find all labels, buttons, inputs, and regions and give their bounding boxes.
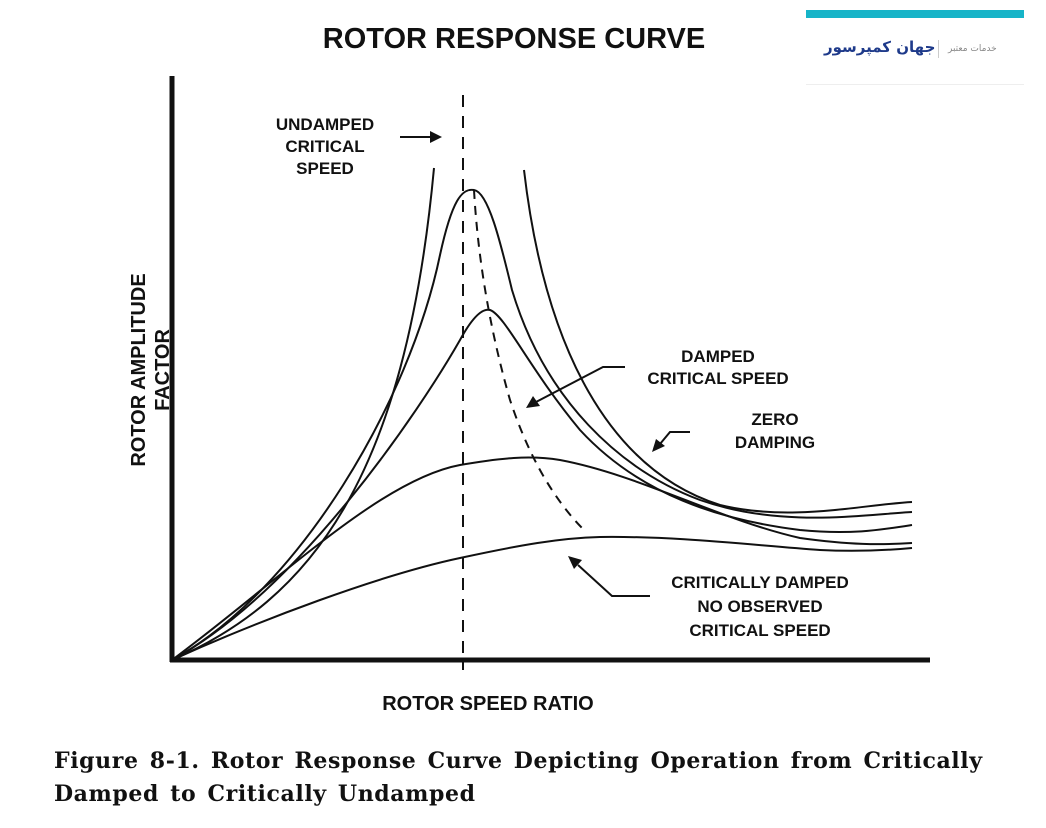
figure-title: ROTOR RESPONSE CURVE xyxy=(323,23,705,55)
zero-label-line2: DAMPING xyxy=(735,433,815,452)
brand-watermark: جهان کمپرسور خدمات معتبر xyxy=(806,10,1024,85)
damped-arrow-line xyxy=(535,366,625,403)
undamped-label-line3: SPEED xyxy=(296,159,354,178)
crit-label-line1: CRITICALLY DAMPED xyxy=(671,573,849,592)
y-axis-title-line2: FACTOR xyxy=(152,329,174,411)
brand-divider xyxy=(938,40,939,58)
figure-caption: Figure 8-1. Rotor Response Curve Depicti… xyxy=(54,745,984,811)
damped-arrow-head xyxy=(526,396,540,408)
undamped-arrow-head xyxy=(430,131,442,143)
brand-name: جهان کمپرسور xyxy=(824,38,936,56)
caption-line1: Figure 8-1. Rotor Response Curve Depicti… xyxy=(54,748,983,774)
crit-arrow-line xyxy=(577,564,650,597)
undamped-label-line1: UNDAMPED xyxy=(276,115,374,134)
critically-damped-curve xyxy=(171,535,913,661)
crit-label-line3: CRITICAL SPEED xyxy=(689,621,830,640)
y-axis-title-line1: ROTOR AMPLITUDE xyxy=(128,273,150,466)
zero-label-line1: ZERO xyxy=(751,410,798,429)
zero-damping-curve-right xyxy=(523,169,913,514)
crit-arrow-head xyxy=(568,556,582,569)
damped-critical-speed-locus xyxy=(473,189,583,529)
caption-line2: Damped to Critically Undamped xyxy=(54,781,476,807)
rotor-response-figure: ROTOR RESPONSE CURVE UNDAMPED CRITICAL S… xyxy=(128,23,930,715)
light-damping-curve xyxy=(171,188,913,661)
crit-label-line2: NO OBSERVED xyxy=(697,597,822,616)
heavy-damping-curve xyxy=(171,456,913,661)
damped-label-line2: CRITICAL SPEED xyxy=(647,369,788,388)
x-axis-title: ROTOR SPEED RATIO xyxy=(382,693,594,715)
moderate-damping-curve xyxy=(171,308,913,661)
brand-accent-bar xyxy=(806,10,1024,18)
zero-arrow-line xyxy=(659,431,690,445)
y-axis-title: ROTOR AMPLITUDE FACTOR xyxy=(128,273,174,466)
damped-label-line1: DAMPED xyxy=(681,347,755,366)
undamped-label-line2: CRITICAL xyxy=(285,137,364,156)
zero-damping-curve-left xyxy=(171,167,435,661)
zero-arrow-head xyxy=(652,439,665,452)
brand-tagline: خدمات معتبر xyxy=(948,44,997,54)
